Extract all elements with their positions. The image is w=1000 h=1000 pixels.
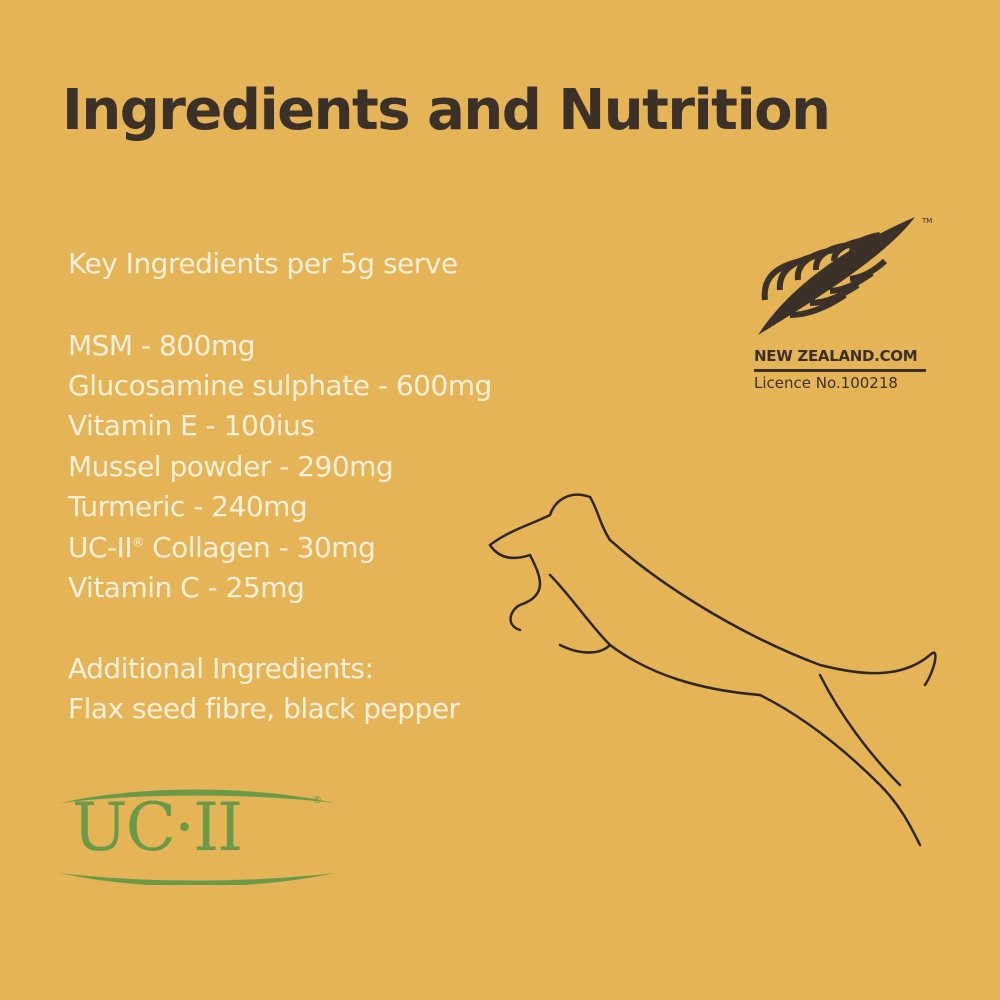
ingredient-item: Vitamin E - 100ius <box>68 409 315 442</box>
ucii-logo: UC·II ® <box>50 775 340 885</box>
registered-mark: ® <box>132 535 144 550</box>
ingredient-name: UC-II <box>68 531 133 564</box>
ingredient-item: MSM - 800mg <box>68 329 256 362</box>
ingredient-item: Mussel powder - 290mg <box>68 450 394 483</box>
ingredient-item: UC-II® Collagen - 30mg <box>68 531 376 564</box>
page-title: Ingredients and Nutrition <box>62 78 831 143</box>
ingredient-item: Glucosamine sulphate - 600mg <box>68 369 492 402</box>
ingredient-amount: Collagen - 30mg <box>143 531 376 564</box>
ingredient-item: Vitamin C - 25mg <box>68 571 305 604</box>
ingredient-item: Turmeric - 240mg <box>68 490 308 523</box>
nz-logo-divider <box>754 369 926 372</box>
nz-logo-licence: Licence No.100218 <box>754 374 898 392</box>
dog-illustration-icon <box>488 493 937 847</box>
ucii-logo-text: UC·II <box>72 789 243 866</box>
additional-ingredients: Flax seed fibre, black pepper <box>68 692 460 725</box>
new-zealand-logo: TM NEW ZEALAND.COM Licence No.100218 <box>750 205 940 395</box>
ucii-swoosh-icon <box>60 789 335 885</box>
key-ingredients-heading: Key Ingredients per 5g serve <box>68 247 458 280</box>
additional-heading: Additional Ingredients: <box>68 652 374 685</box>
nz-logo-line1: NEW ZEALAND.COM <box>754 347 918 365</box>
fern-icon: TM <box>758 217 932 335</box>
trademark: TM <box>921 217 932 225</box>
registered-mark: ® <box>312 795 322 806</box>
